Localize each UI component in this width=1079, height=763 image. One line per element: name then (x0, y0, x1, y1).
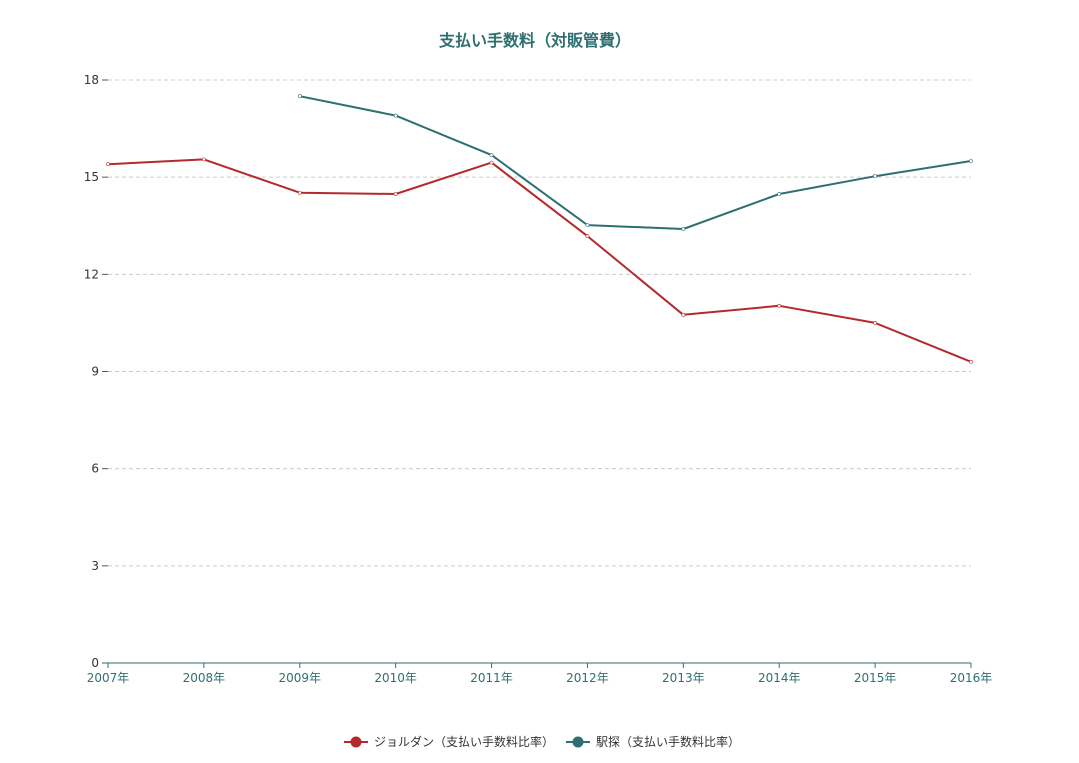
x-tick-label: 2013年 (662, 671, 705, 685)
legend-marker-icon (350, 736, 362, 748)
y-tick-label: 0 (91, 656, 99, 670)
data-point[interactable] (969, 159, 973, 163)
data-point[interactable] (681, 312, 686, 317)
legend-item-0[interactable]: ジョルダン（支払い手数料比率） (344, 734, 554, 749)
legend-item-1[interactable]: 駅探（支払い手数料比率） (566, 734, 740, 749)
x-tick-label: 2008年 (183, 671, 226, 685)
y-tick-label: 6 (91, 462, 99, 476)
x-tick-label: 2014年 (758, 671, 801, 685)
x-tick-label: 2011年 (470, 671, 513, 685)
series-line-1 (299, 95, 972, 230)
data-point[interactable] (393, 192, 398, 196)
x-tick-label: 2007年 (87, 671, 130, 685)
legend-label: ジョルダン（支払い手数料比率） (374, 734, 554, 749)
legend[interactable]: ジョルダン（支払い手数料比率） 駅探（支払い手数料比率） (344, 734, 740, 749)
data-point[interactable] (201, 157, 206, 162)
x-tick-label: 2009年 (279, 671, 322, 685)
data-point[interactable] (297, 190, 302, 195)
x-tick-label: 2012年 (566, 671, 609, 685)
legend-label: 駅探（支払い手数料比率） (596, 734, 740, 749)
data-point[interactable] (297, 94, 302, 99)
data-point[interactable] (969, 359, 973, 364)
grid-lines (108, 79, 971, 567)
data-point[interactable] (777, 192, 782, 196)
y-tick-label: 3 (91, 559, 99, 573)
data-point[interactable] (873, 174, 878, 179)
data-point[interactable] (393, 113, 398, 118)
data-point[interactable] (585, 223, 590, 228)
y-tick-label: 9 (91, 365, 99, 379)
chart-title: 支払い手数料（対販管費） (438, 31, 631, 50)
x-tick-label: 2016年 (950, 671, 993, 685)
y-tick-label: 12 (84, 267, 99, 281)
axes: 0 3 6 9 12 15 18 2007年 2008年 2009年 2010年 2011年 2012年… (84, 73, 993, 685)
data-point[interactable] (585, 234, 590, 239)
x-tick-label: 2010年 (374, 671, 417, 685)
data-point[interactable] (873, 321, 878, 325)
y-tick-label: 18 (84, 73, 99, 87)
y-tick-label: 15 (84, 170, 99, 184)
data-point[interactable] (777, 303, 782, 308)
series-lines (106, 94, 973, 364)
data-point[interactable] (489, 153, 494, 158)
legend-marker-icon (572, 736, 584, 748)
series-line-0 (107, 158, 972, 363)
data-point[interactable] (681, 227, 686, 231)
data-point[interactable] (489, 160, 494, 165)
x-tick-label: 2015年 (854, 671, 897, 685)
data-point[interactable] (106, 162, 110, 167)
